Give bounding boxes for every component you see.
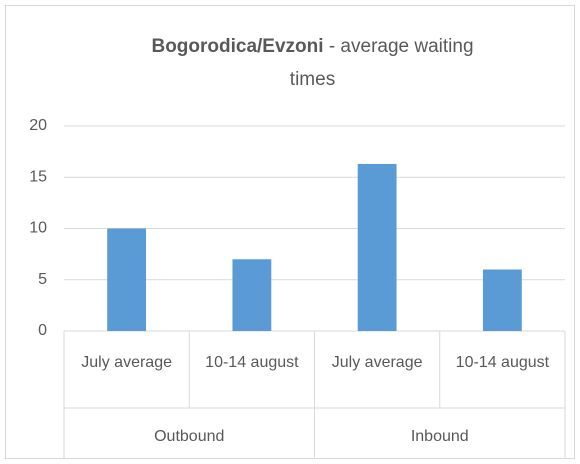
bar — [357, 163, 397, 331]
chart-border — [5, 5, 575, 459]
chart-title: Bogorodica/Evzoni - average waiting time… — [140, 30, 485, 96]
x-tick-label: July average — [332, 354, 423, 371]
bar — [232, 259, 272, 331]
bar — [107, 228, 147, 331]
group-label: Outbound — [154, 428, 224, 445]
x-tick-label: July average — [81, 354, 172, 371]
y-tick-label: 15 — [29, 168, 47, 185]
x-tick-label: 10-14 august — [205, 354, 299, 371]
group-label: Inbound — [411, 428, 469, 445]
bar — [482, 269, 522, 331]
title-rest: - average waiting times — [289, 36, 474, 90]
x-tick-label: 10-14 august — [456, 354, 550, 371]
y-tick-label: 0 — [38, 322, 47, 339]
y-tick-label: 10 — [29, 220, 47, 237]
y-tick-label: 20 — [29, 117, 47, 134]
title-box: Bogorodica/Evzoni - average waiting time… — [140, 30, 485, 96]
title-bold: Bogorodica/Evzoni — [151, 36, 324, 57]
y-tick-label: 5 — [38, 271, 47, 288]
